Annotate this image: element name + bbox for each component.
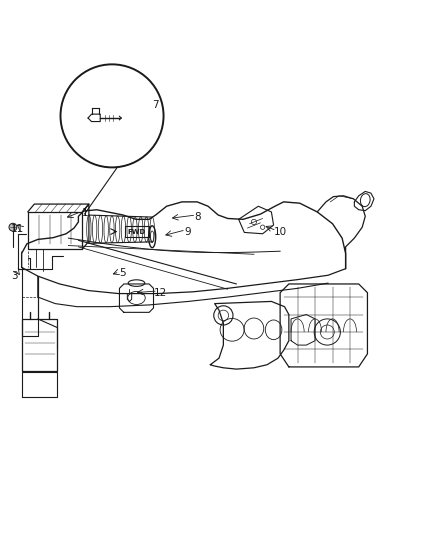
- Text: 8: 8: [195, 212, 201, 222]
- Text: 5: 5: [119, 269, 125, 278]
- Text: 10: 10: [274, 228, 287, 237]
- Text: 3: 3: [11, 271, 18, 281]
- Text: 11: 11: [11, 224, 24, 235]
- Text: 7: 7: [152, 100, 159, 110]
- Text: FWD: FWD: [128, 229, 146, 235]
- Circle shape: [9, 223, 17, 231]
- Text: 1: 1: [81, 208, 88, 218]
- Text: 9: 9: [184, 227, 191, 237]
- Text: 12: 12: [153, 288, 167, 298]
